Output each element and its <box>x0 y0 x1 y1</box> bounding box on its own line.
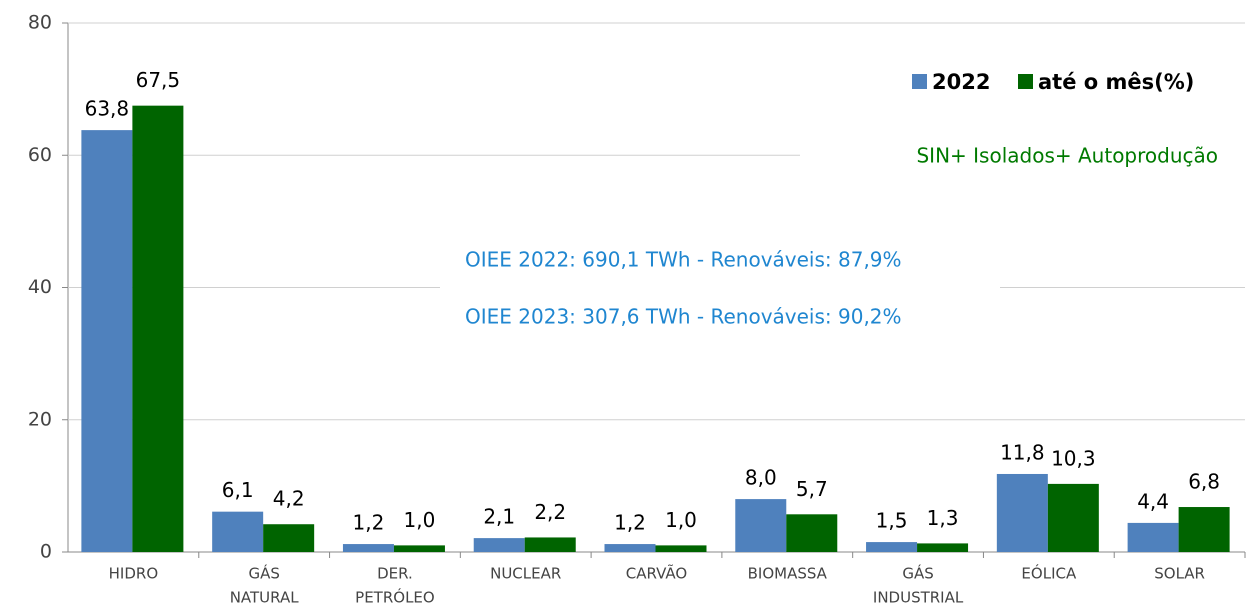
x-tick-label: BIOMASSA <box>748 565 828 583</box>
bar <box>263 524 315 552</box>
annotation: SIN+ Isolados+ Autoprodução <box>916 144 1218 168</box>
annotation: OIEE 2022: 690,1 TWh - Renováveis: 87,9% <box>465 248 902 272</box>
data-label: 63,8 <box>85 97 130 121</box>
x-tick-label: CARVÃO <box>626 564 687 583</box>
data-label: 4,4 <box>1137 489 1169 513</box>
y-tick-label: 80 <box>28 12 52 34</box>
x-tick-label: NATURAL <box>230 589 300 606</box>
data-label: 4,2 <box>273 487 305 511</box>
annotation-bg <box>800 130 1245 185</box>
data-label: 6,8 <box>1188 470 1220 494</box>
y-tick-label: 0 <box>40 541 52 563</box>
y-tick-label: 60 <box>28 144 52 166</box>
x-tick-label: SOLAR <box>1154 565 1205 583</box>
x-tick-label: PETRÓLEO <box>355 588 435 606</box>
legend-swatch <box>1018 74 1033 89</box>
x-tick-label: GÁS <box>902 564 933 583</box>
bar <box>81 130 133 552</box>
bar <box>1047 483 1099 552</box>
x-tick-label: INDUSTRIAL <box>873 589 964 606</box>
bar <box>1178 507 1230 552</box>
bar <box>996 473 1048 552</box>
bar <box>1127 522 1179 552</box>
x-tick-label: DER. <box>377 565 413 583</box>
data-label: 1,2 <box>353 511 385 535</box>
data-label: 8,0 <box>745 466 777 490</box>
bar <box>735 499 787 552</box>
legend-swatch <box>912 74 927 89</box>
bar <box>655 545 707 552</box>
legend-label: até o mês(%) <box>1038 70 1194 94</box>
data-label: 2,1 <box>483 505 515 529</box>
data-label: 11,8 <box>1000 440 1045 464</box>
bar <box>132 105 184 552</box>
x-tick-label: GÁS <box>248 564 279 583</box>
bar <box>393 545 445 552</box>
bar <box>604 544 656 552</box>
data-label: 1,2 <box>614 511 646 535</box>
data-label: 6,1 <box>222 478 254 502</box>
data-label: 10,3 <box>1051 446 1096 470</box>
legend-label: 2022 <box>932 70 990 94</box>
bar <box>524 537 576 552</box>
bar <box>212 511 264 552</box>
bar <box>866 542 918 552</box>
data-label: 1,0 <box>404 508 436 532</box>
x-tick-label: EÓLICA <box>1021 564 1077 583</box>
bar <box>473 538 525 552</box>
data-label: 5,7 <box>796 477 828 501</box>
bar <box>917 543 969 552</box>
x-tick-label: HIDRO <box>109 565 158 583</box>
x-tick-label: NUCLEAR <box>490 565 561 583</box>
y-tick-label: 20 <box>28 408 52 430</box>
data-label: 1,0 <box>665 508 697 532</box>
data-label: 1,5 <box>876 509 908 533</box>
data-label: 2,2 <box>534 500 566 524</box>
data-label: 1,3 <box>927 506 959 530</box>
y-tick-label: 40 <box>28 276 52 298</box>
data-label: 67,5 <box>136 68 181 92</box>
bar <box>786 514 838 552</box>
annotation-bg <box>440 235 1000 345</box>
bar <box>342 544 394 552</box>
annotation: OIEE 2023: 307,6 TWh - Renováveis: 90,2% <box>465 305 902 329</box>
